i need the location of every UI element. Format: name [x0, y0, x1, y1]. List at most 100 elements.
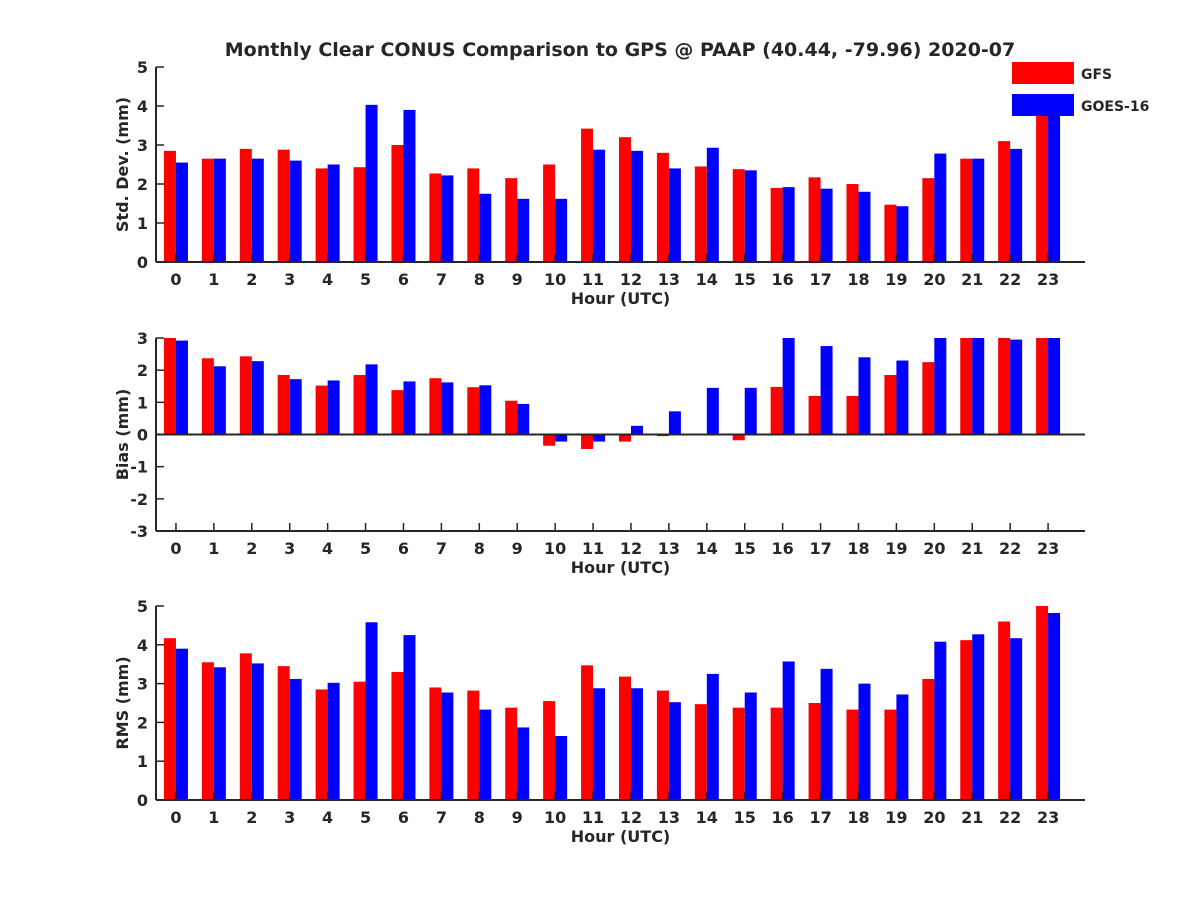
bar-goes-16-hour-22: [1010, 148, 1023, 262]
x-tick-label: 6: [398, 270, 409, 289]
bar-gfs-hour-10: [543, 164, 556, 262]
x-tick-label: 15: [734, 539, 756, 558]
bar-goes-16-hour-14: [706, 387, 719, 435]
x-tick-label: 23: [1037, 808, 1059, 827]
x-tick-label: 18: [847, 270, 869, 289]
x-tick-label: 1: [208, 539, 219, 558]
bar-goes-16-hour-1: [213, 667, 226, 800]
x-tick-label: 4: [322, 808, 333, 827]
bar-gfs-hour-20: [922, 178, 935, 262]
bar-gfs-hour-12: [618, 676, 631, 800]
bar-gfs-hour-8: [467, 387, 480, 435]
x-tick-label: 9: [512, 808, 523, 827]
bars: [163, 338, 1061, 449]
bar-goes-16-hour-7: [441, 175, 454, 262]
bar-goes-16-hour-0: [175, 648, 188, 800]
x-tick-label: 14: [696, 270, 718, 289]
bar-gfs-hour-23: [1036, 113, 1049, 262]
bar-goes-16-hour-13: [668, 702, 681, 800]
legend-swatch-gfs: [1012, 62, 1074, 84]
chart-title: Monthly Clear CONUS Comparison to GPS @ …: [225, 39, 1016, 61]
bar-gfs-hour-20: [922, 678, 935, 800]
bar-goes-16-hour-3: [289, 678, 302, 800]
x-tick-label: 21: [961, 539, 983, 558]
bar-gfs-hour-9: [505, 400, 518, 435]
bar-goes-16-hour-20: [934, 641, 947, 800]
x-tick-label: 11: [582, 808, 604, 827]
y-tick-label: 5: [137, 597, 148, 616]
bar-goes-16-hour-6: [403, 109, 416, 263]
x-tick-label: 14: [696, 808, 718, 827]
x-tick-label: 9: [512, 270, 523, 289]
x-tick-label: 0: [170, 539, 181, 558]
bar-gfs-hour-10: [543, 434, 556, 446]
bar-goes-16-hour-18: [858, 191, 871, 262]
bar-goes-16-hour-10: [555, 735, 568, 800]
x-tick-label: 16: [772, 539, 794, 558]
bar-gfs-hour-15: [732, 169, 745, 262]
bar-gfs-hour-6: [391, 145, 404, 262]
bar-gfs-hour-7: [429, 687, 442, 800]
bar-gfs-hour-10: [543, 701, 556, 800]
bars: [163, 104, 1061, 263]
bar-goes-16-hour-12: [630, 425, 643, 435]
bar-goes-16-hour-17: [820, 188, 833, 262]
y-tick-label: 0: [137, 791, 148, 810]
bar-goes-16-hour-10: [555, 198, 568, 262]
bar-goes-16-hour-12: [630, 688, 643, 800]
x-tick-label: 5: [360, 270, 371, 289]
x-tick-label: 10: [544, 539, 566, 558]
x-tick-label: 22: [999, 808, 1021, 827]
y-tick-label: 1: [137, 214, 148, 233]
bar-goes-16-hour-9: [517, 198, 530, 262]
bar-gfs-hour-20: [922, 362, 935, 435]
y-tick-label: 0: [137, 426, 148, 445]
x-axis-label: Hour (UTC): [571, 558, 671, 577]
bar-gfs-hour-14: [694, 166, 707, 262]
x-tick-label: 21: [961, 808, 983, 827]
bar-gfs-hour-1: [201, 662, 214, 800]
x-tick-label: 20: [923, 808, 945, 827]
bar-goes-16-hour-13: [668, 411, 681, 435]
x-tick-label: 19: [885, 270, 907, 289]
bar-goes-16-hour-5: [365, 364, 378, 435]
legend-label: GFS: [1081, 67, 1112, 83]
x-tick-label: 13: [658, 539, 680, 558]
x-tick-label: 22: [999, 539, 1021, 558]
y-tick-label: 1: [137, 752, 148, 771]
bar-goes-16-hour-16: [782, 661, 795, 800]
bar-gfs-hour-18: [846, 184, 859, 262]
bar-goes-16-hour-17: [820, 668, 833, 800]
bar-gfs-hour-6: [391, 390, 404, 435]
bar-goes-16-hour-7: [441, 692, 454, 800]
x-tick-label: 17: [809, 270, 831, 289]
bar-goes-16-hour-11: [593, 149, 606, 262]
x-tick-label: 17: [809, 808, 831, 827]
bar-goes-16-hour-4: [327, 380, 340, 435]
bar-goes-16-hour-20: [934, 153, 947, 262]
bar-goes-16-hour-2: [251, 663, 264, 800]
x-tick-label: 5: [360, 808, 371, 827]
bar-goes-16-hour-23: [1048, 106, 1061, 262]
bar-goes-16-hour-21: [972, 634, 985, 800]
x-tick-label: 10: [544, 808, 566, 827]
x-tick-label: 21: [961, 270, 983, 289]
bar-gfs-hour-21: [960, 640, 973, 800]
x-tick-label: 16: [772, 808, 794, 827]
x-tick-label: 10: [544, 270, 566, 289]
x-tick-label: 19: [885, 539, 907, 558]
y-tick-label: 1: [137, 393, 148, 412]
bar-goes-16-hour-16: [782, 187, 795, 262]
x-tick-label: 22: [999, 270, 1021, 289]
x-tick-label: 8: [474, 808, 485, 827]
bar-gfs-hour-13: [656, 152, 669, 262]
bars: [163, 606, 1061, 800]
bar-gfs-hour-2: [239, 148, 252, 262]
bar-gfs-hour-4: [315, 689, 328, 800]
bar-gfs-hour-18: [846, 709, 859, 800]
bar-gfs-hour-15: [732, 707, 745, 800]
x-tick-label: 2: [246, 808, 257, 827]
y-tick-label: 5: [137, 58, 148, 77]
bar-gfs-hour-8: [467, 168, 480, 262]
